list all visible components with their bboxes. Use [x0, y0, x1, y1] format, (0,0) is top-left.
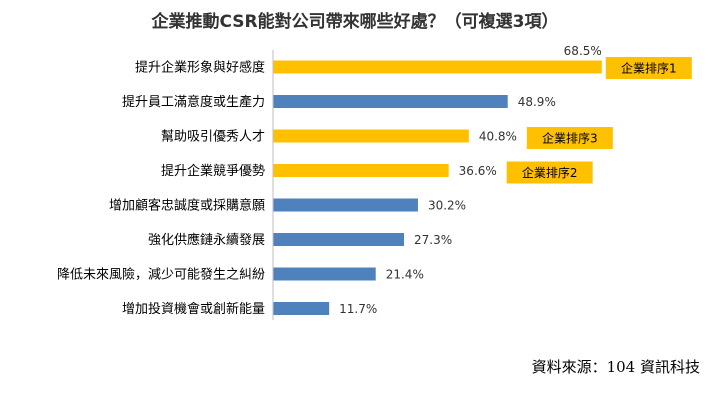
bar	[273, 60, 602, 74]
category-label: 降低未來風險，減少可能發生之糾紛	[57, 267, 265, 283]
chart-title: 企業推動CSR能對公司帶來哪些好處？（可複選3項）	[151, 11, 559, 32]
value-label: 27.3%	[414, 233, 452, 247]
bar	[273, 95, 508, 108]
value-label: 68.5%	[564, 44, 602, 58]
bar	[273, 129, 469, 143]
source-note: 資料來源：104 資訊科技	[532, 358, 700, 376]
value-label: 21.4%	[386, 268, 424, 282]
value-label: 48.9%	[518, 95, 556, 109]
rank-badge-label: 企業排序3	[542, 131, 598, 146]
category-label: 提升企業競爭優勢	[161, 163, 265, 179]
category-label: 強化供應鏈永續發展	[148, 232, 265, 248]
rank-badge	[526, 127, 613, 149]
value-label: 30.2%	[428, 199, 466, 213]
value-label: 11.7%	[339, 302, 377, 316]
category-label: 幫助吸引優秀人才	[161, 129, 265, 145]
rank-badge-label: 企業排序2	[522, 165, 578, 180]
plot-area: 提升企業形象與好感度 68.5% 企業排序1 提升員工滿意度或生產力 48.9% 幫助吸引…	[57, 44, 692, 317]
rank-badge-label: 企業排序1	[621, 61, 677, 76]
category-label: 提升員工滿意度或生產力	[122, 94, 265, 110]
rank-badge	[605, 57, 692, 79]
bar	[273, 267, 376, 281]
value-label: 36.6%	[459, 164, 497, 178]
category-label: 提升企業形象與好感度	[135, 60, 265, 76]
category-label: 增加投資機會或創新能量	[122, 301, 265, 317]
value-label: 40.8%	[479, 130, 517, 144]
bar	[273, 233, 405, 246]
rank-badge	[506, 161, 593, 184]
bar	[273, 164, 449, 177]
bar	[273, 198, 418, 212]
bar	[273, 302, 330, 315]
category-label: 增加顧客忠誠度或採購意願	[109, 198, 265, 214]
